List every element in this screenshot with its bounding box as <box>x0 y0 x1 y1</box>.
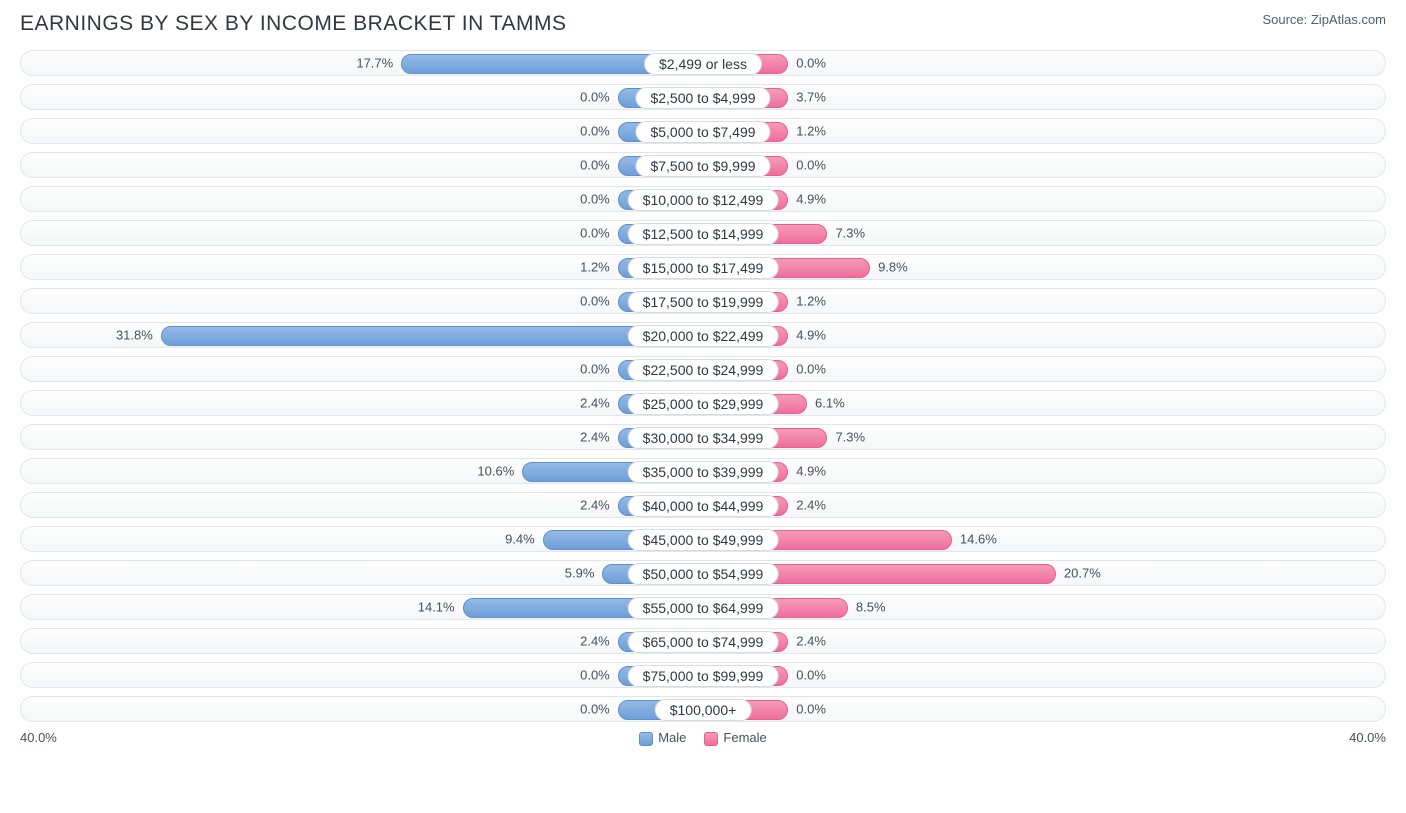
male-value: 17.7% <box>356 56 393 71</box>
female-value: 14.6% <box>960 532 997 547</box>
male-value: 2.4% <box>580 396 610 411</box>
male-value: 9.4% <box>505 532 535 547</box>
female-swatch-icon <box>704 732 718 746</box>
bracket-label: $12,500 to $14,999 <box>628 223 779 245</box>
male-value: 0.0% <box>580 192 610 207</box>
bracket-label: $65,000 to $74,999 <box>628 631 779 653</box>
chart-row: 0.0% 7.3% $12,500 to $14,999 <box>20 220 1386 246</box>
bracket-label: $2,500 to $4,999 <box>635 87 770 109</box>
male-value: 0.0% <box>580 362 610 377</box>
chart-source: Source: ZipAtlas.com <box>1262 12 1386 27</box>
axis-max-right: 40.0% <box>1349 730 1386 745</box>
chart-row: 5.9% 20.7% $50,000 to $54,999 <box>20 560 1386 586</box>
female-value: 1.2% <box>796 294 826 309</box>
chart-row: 2.4% 7.3% $30,000 to $34,999 <box>20 424 1386 450</box>
female-value: 0.0% <box>796 362 826 377</box>
chart-row: 14.1% 8.5% $55,000 to $64,999 <box>20 594 1386 620</box>
female-value: 6.1% <box>815 396 845 411</box>
chart-row: 1.2% 9.8% $15,000 to $17,499 <box>20 254 1386 280</box>
chart-footer: 40.0% Male Female 40.0% <box>20 730 1386 746</box>
chart-row: 17.7% 0.0% $2,499 or less <box>20 50 1386 76</box>
chart-row: 10.6% 4.9% $35,000 to $39,999 <box>20 458 1386 484</box>
legend-female: Female <box>704 730 766 746</box>
male-value: 31.8% <box>116 328 153 343</box>
chart-row: 0.0% 3.7% $2,500 to $4,999 <box>20 84 1386 110</box>
legend-female-label: Female <box>723 730 766 745</box>
female-value: 0.0% <box>796 56 826 71</box>
female-value: 0.0% <box>796 668 826 683</box>
chart-legend: Male Female <box>639 730 767 746</box>
female-value: 4.9% <box>796 464 826 479</box>
male-value: 0.0% <box>580 124 610 139</box>
chart-row: 0.0% 1.2% $5,000 to $7,499 <box>20 118 1386 144</box>
bracket-label: $22,500 to $24,999 <box>628 359 779 381</box>
chart-row: 2.4% 2.4% $65,000 to $74,999 <box>20 628 1386 654</box>
chart-row: 9.4% 14.6% $45,000 to $49,999 <box>20 526 1386 552</box>
bracket-label: $45,000 to $49,999 <box>628 529 779 551</box>
legend-male-label: Male <box>658 730 686 745</box>
bracket-label: $30,000 to $34,999 <box>628 427 779 449</box>
bracket-label: $25,000 to $29,999 <box>628 393 779 415</box>
bracket-label: $5,000 to $7,499 <box>635 121 770 143</box>
bracket-label: $10,000 to $12,499 <box>628 189 779 211</box>
male-value: 0.0% <box>580 226 610 241</box>
female-value: 3.7% <box>796 90 826 105</box>
chart-row: 0.0% 4.9% $10,000 to $12,499 <box>20 186 1386 212</box>
male-value: 2.4% <box>580 498 610 513</box>
legend-male: Male <box>639 730 686 746</box>
bracket-label: $100,000+ <box>655 699 752 721</box>
bracket-label: $7,500 to $9,999 <box>635 155 770 177</box>
male-value: 2.4% <box>580 430 610 445</box>
male-value: 0.0% <box>580 668 610 683</box>
bracket-label: $17,500 to $19,999 <box>628 291 779 313</box>
male-value: 10.6% <box>477 464 514 479</box>
female-value: 0.0% <box>796 702 826 717</box>
bracket-label: $2,499 or less <box>644 53 762 75</box>
axis-max-left: 40.0% <box>20 730 57 745</box>
bracket-label: $20,000 to $22,499 <box>628 325 779 347</box>
female-value: 7.3% <box>835 226 865 241</box>
male-value: 2.4% <box>580 634 610 649</box>
male-value: 0.0% <box>580 158 610 173</box>
female-value: 0.0% <box>796 158 826 173</box>
female-value: 2.4% <box>796 634 826 649</box>
chart-title: EARNINGS BY SEX BY INCOME BRACKET IN TAM… <box>20 12 567 36</box>
male-bar <box>161 326 703 346</box>
butterfly-chart: 17.7% 0.0% $2,499 or less 0.0% 3.7% $2,500 to… <box>20 50 1386 722</box>
chart-row: 2.4% 2.4% $40,000 to $44,999 <box>20 492 1386 518</box>
chart-header: EARNINGS BY SEX BY INCOME BRACKET IN TAM… <box>20 12 1386 36</box>
bracket-label: $40,000 to $44,999 <box>628 495 779 517</box>
chart-row: 2.4% 6.1% $25,000 to $29,999 <box>20 390 1386 416</box>
male-value: 0.0% <box>580 702 610 717</box>
chart-row: 0.0% 1.2% $17,500 to $19,999 <box>20 288 1386 314</box>
male-value: 0.0% <box>580 90 610 105</box>
bracket-label: $50,000 to $54,999 <box>628 563 779 585</box>
bracket-label: $15,000 to $17,499 <box>628 257 779 279</box>
female-value: 2.4% <box>796 498 826 513</box>
chart-row: 0.0% 0.0% $100,000+ <box>20 696 1386 722</box>
chart-row: 0.0% 0.0% $22,500 to $24,999 <box>20 356 1386 382</box>
bracket-label: $75,000 to $99,999 <box>628 665 779 687</box>
chart-row: 0.0% 0.0% $75,000 to $99,999 <box>20 662 1386 688</box>
female-value: 9.8% <box>878 260 908 275</box>
bracket-label: $35,000 to $39,999 <box>628 461 779 483</box>
chart-row: 0.0% 0.0% $7,500 to $9,999 <box>20 152 1386 178</box>
female-value: 8.5% <box>856 600 886 615</box>
chart-row: 31.8% 4.9% $20,000 to $22,499 <box>20 322 1386 348</box>
male-value: 0.0% <box>580 294 610 309</box>
bracket-label: $55,000 to $64,999 <box>628 597 779 619</box>
male-swatch-icon <box>639 732 653 746</box>
female-value: 7.3% <box>835 430 865 445</box>
female-value: 1.2% <box>796 124 826 139</box>
male-value: 5.9% <box>565 566 595 581</box>
female-value: 4.9% <box>796 192 826 207</box>
female-value: 20.7% <box>1064 566 1101 581</box>
male-value: 14.1% <box>418 600 455 615</box>
female-value: 4.9% <box>796 328 826 343</box>
male-value: 1.2% <box>580 260 610 275</box>
